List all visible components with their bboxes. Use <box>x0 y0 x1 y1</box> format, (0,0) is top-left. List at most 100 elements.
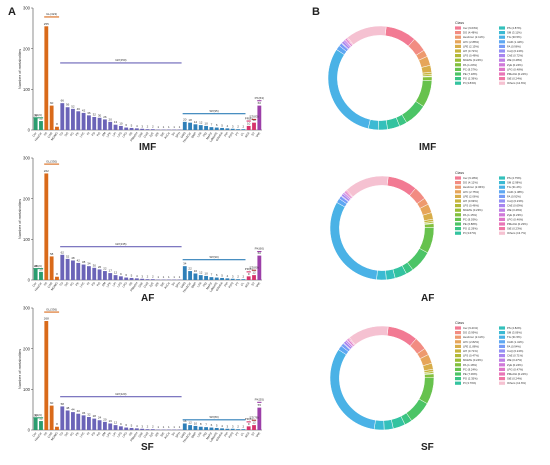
legend-label: StE (0.24%) <box>507 77 522 81</box>
bar-CL <box>241 429 246 430</box>
legend-label: LPI (0.69%) <box>463 199 478 203</box>
bar-LPG <box>124 277 129 280</box>
bar-value-label: 17 <box>109 269 113 273</box>
x-tick-label: PE <box>75 281 81 287</box>
legend-swatch <box>455 227 461 231</box>
x-tick-label: GM3 <box>180 431 187 439</box>
bar-PS <box>92 267 97 280</box>
x-tick-label: CAR <box>47 281 54 289</box>
bar-PC <box>71 412 75 430</box>
legend-label: CAR (1.41%) <box>507 340 524 344</box>
legend-label: LPI (0.71%) <box>463 349 478 353</box>
bar-value-label: 20 <box>109 117 113 121</box>
y-axis-label: Number of metabolites <box>17 349 22 389</box>
x-tick-label: LPA <box>196 131 202 138</box>
bar-value-label: 46 <box>77 107 81 111</box>
legend-swatch <box>455 185 461 189</box>
x-tick-label: LdMePE <box>209 131 219 143</box>
bar-LdMePE <box>214 427 219 430</box>
bar-value-label: 4 <box>221 424 223 428</box>
group-label: PR(6) <box>245 267 253 271</box>
bar-value-label: 34 <box>87 262 91 266</box>
legend-label: ZyE (0.24%) <box>507 63 523 67</box>
bar-PE <box>76 262 81 280</box>
x-tick-label: LPS <box>116 281 123 288</box>
legend-swatch <box>499 372 505 376</box>
bar-PG <box>97 420 102 430</box>
legend-label: LPS (0.48%) <box>463 54 479 58</box>
legend-swatch <box>499 326 505 330</box>
bar-LdMePE <box>214 127 219 130</box>
bar-value-label: 20 <box>183 117 187 121</box>
bar-SM <box>102 119 107 130</box>
x-tick-label: LPG <box>121 131 128 139</box>
x-tick-label: PIP <box>223 131 229 137</box>
legend-label: PMeOH (0.24%) <box>507 72 528 76</box>
legend-label: FA (0.96%) <box>507 44 521 48</box>
bar-Cer <box>33 117 38 130</box>
bar-value-label: 2 <box>237 425 239 429</box>
x-tick-label: AcCa <box>163 431 171 440</box>
x-tick-label: Cer <box>31 131 37 137</box>
bar-value-label: 2 <box>237 125 239 129</box>
bar-PEt <box>204 275 208 280</box>
legend-label: CAR (1.38%) <box>507 190 524 194</box>
bar-value-label: 9 <box>120 272 122 276</box>
bar-LPS <box>118 125 123 130</box>
bar-Cer <box>33 268 38 280</box>
legend-swatch <box>455 63 461 67</box>
bar-value-label: 28 <box>34 264 38 268</box>
bar-value-label: 1 <box>179 125 181 129</box>
x-tick-label: PEt <box>202 431 208 437</box>
bar-CL <box>241 279 246 280</box>
x-tick-label: OAHFA <box>215 131 224 142</box>
x-tick-label: OAHFA <box>215 281 224 292</box>
legend-label: PG (2.35%) <box>463 377 478 381</box>
legend-swatch <box>455 349 461 353</box>
bar-value-label: 20 <box>103 417 107 421</box>
donut-slice <box>418 377 435 405</box>
x-tick-label: ST <box>250 431 256 437</box>
bar-value-label: 12 <box>114 421 118 425</box>
legend-swatch <box>499 354 505 358</box>
x-tick-label: BMP <box>190 281 197 289</box>
legend-swatch <box>455 72 461 76</box>
legend-label: MGMG (0.24%) <box>463 58 483 62</box>
donut-slice <box>346 175 389 198</box>
legend-swatch <box>499 199 505 203</box>
x-tick-label: AcCa <box>163 131 171 140</box>
legend-swatch <box>499 381 505 385</box>
bar-value-label: 44 <box>71 408 75 412</box>
bar-PMeOH <box>134 428 139 430</box>
bar-value-label: 255 <box>44 22 49 26</box>
x-tick-label: ST <box>250 131 256 137</box>
legend-label: StE (0.24%) <box>507 377 522 381</box>
donut-title-af: AF <box>421 293 435 304</box>
bar-MGMG <box>55 426 59 430</box>
x-tick-label: ZyE <box>148 431 154 438</box>
legend-label: Hex1Cer (2.11%) <box>463 35 484 39</box>
bar-AEA <box>246 426 251 430</box>
legend-label: Cer (9.18%) <box>463 176 478 180</box>
bar-ChE <box>140 278 145 280</box>
x-tick-label: So <box>171 131 177 137</box>
bar-PI <box>87 266 91 280</box>
x-tick-label: StE <box>159 131 165 137</box>
x-tick-label: CoQ <box>143 431 150 439</box>
legend-swatch <box>455 176 461 180</box>
x-tick-label: FA <box>43 431 48 436</box>
bar-CAR <box>49 405 54 430</box>
legend-swatch <box>499 344 505 348</box>
group-label: PR(6) <box>245 417 253 421</box>
legend-swatch <box>455 363 461 367</box>
x-tick-label: BMP <box>190 131 197 139</box>
bar-value-label: 1 <box>157 275 159 279</box>
legend-swatch <box>499 377 505 381</box>
bar-value-label: 2 <box>147 425 149 429</box>
bar-PA <box>129 427 134 430</box>
legend-label: PE (7.18%) <box>463 72 477 76</box>
bar-value-label: 22 <box>103 267 107 271</box>
legend-label: LPC (2.88%) <box>463 40 479 44</box>
bar-SM <box>102 271 107 280</box>
x-tick-label: VAE <box>255 131 262 138</box>
